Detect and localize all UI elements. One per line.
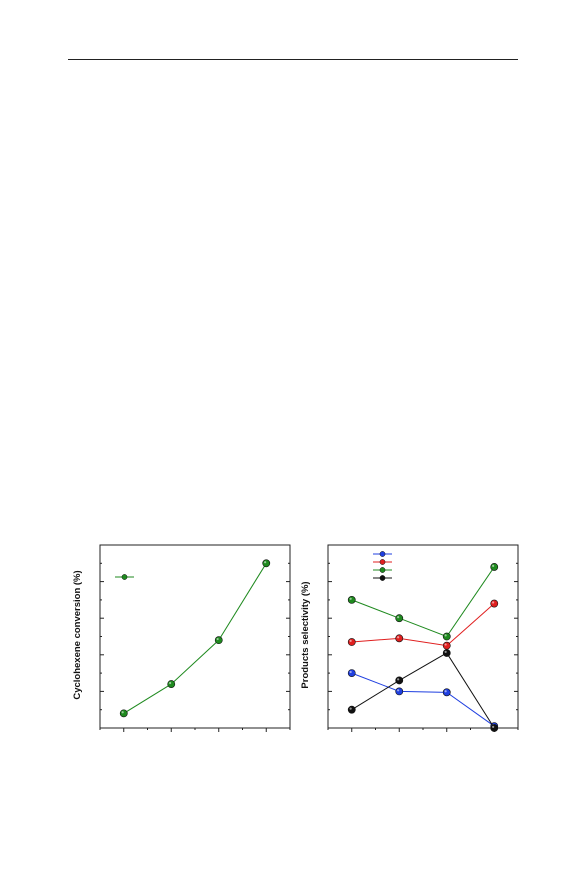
data-point	[214, 636, 223, 645]
data-point	[442, 641, 451, 650]
data-point	[262, 559, 271, 568]
data-point	[347, 596, 356, 604]
axis-ticks	[99, 544, 291, 732]
data-point-highlight	[492, 564, 495, 567]
legend-marker-1	[379, 559, 386, 565]
data-point	[347, 705, 356, 714]
data-point	[167, 680, 176, 688]
data-point-highlight	[349, 670, 352, 674]
data-series	[347, 563, 499, 732]
plot-frame	[327, 544, 519, 729]
y-axis-label: Cyclohexene conversion (%)	[72, 570, 83, 699]
series-line-3	[351, 652, 495, 729]
data-point	[395, 687, 404, 696]
data-point	[395, 634, 404, 643]
legend	[373, 551, 392, 581]
header-rule	[68, 59, 518, 60]
series-line-2	[351, 566, 495, 638]
legend-marker-0	[379, 551, 386, 557]
data-point-highlight	[216, 637, 219, 641]
data-point-highlight	[264, 561, 267, 564]
data-point-highlight	[492, 601, 495, 604]
data-point-highlight	[397, 616, 400, 619]
data-point-highlight	[444, 634, 447, 637]
series-line-1	[351, 603, 495, 647]
data-point	[395, 676, 404, 685]
data-point	[395, 614, 404, 623]
data-point-highlight	[121, 711, 124, 714]
data-point-highlight	[349, 639, 352, 642]
data-point	[442, 688, 451, 697]
data-series	[119, 559, 271, 718]
legend-marker-0	[121, 574, 128, 580]
conversion-chart: Cyclohexene conversion (%)	[72, 544, 291, 732]
data-point-highlight	[169, 681, 172, 685]
legend-marker-2	[379, 567, 386, 573]
data-point	[347, 669, 356, 677]
data-point-highlight	[397, 689, 400, 692]
data-point-highlight	[349, 597, 352, 600]
data-point-highlight	[492, 725, 495, 728]
data-point-highlight	[397, 678, 400, 681]
y-axis-label: Products selectivity (%)	[300, 581, 311, 688]
data-point-highlight	[444, 643, 447, 646]
series-line-0	[351, 672, 495, 727]
legend-marker-3	[379, 575, 386, 581]
data-point-highlight	[397, 636, 400, 639]
selectivity-chart: Products selectivity (%)	[300, 544, 519, 732]
data-point-highlight	[349, 707, 352, 710]
data-point	[119, 709, 128, 718]
legend	[115, 574, 134, 580]
series-line-0	[123, 563, 267, 714]
data-point-highlight	[444, 690, 447, 693]
plot-frame	[99, 544, 291, 729]
data-point-highlight	[444, 650, 447, 653]
data-point	[347, 638, 356, 646]
data-point	[490, 599, 499, 608]
data-point	[442, 632, 451, 641]
data-point	[442, 649, 451, 657]
data-point	[490, 724, 499, 732]
data-point	[490, 563, 499, 571]
